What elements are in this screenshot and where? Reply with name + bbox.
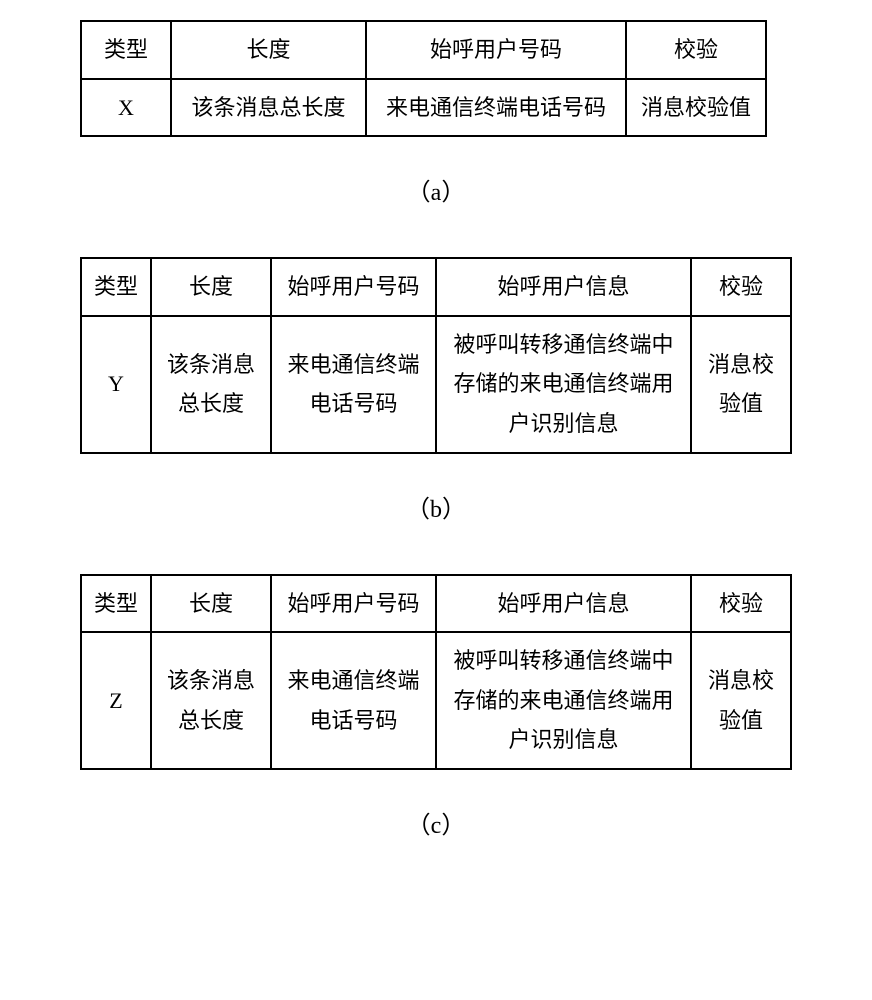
figure-b: 类型 长度 始呼用户号码 始呼用户信息 校验 Y 该条消息总长度 来电通信终端电… — [30, 257, 842, 523]
table-row: 类型 长度 始呼用户号码 始呼用户信息 校验 — [81, 575, 791, 633]
header-cell-caller-info: 始呼用户信息 — [436, 575, 691, 633]
message-format-table-c: 类型 长度 始呼用户号码 始呼用户信息 校验 Z 该条消息总长度 来电通信终端电… — [80, 574, 792, 770]
caption-c: （c） — [30, 805, 842, 840]
cell-length-value: 该条消息总长度 — [151, 632, 271, 769]
header-cell-length: 长度 — [151, 575, 271, 633]
header-cell-type: 类型 — [81, 575, 151, 633]
header-cell-checksum: 校验 — [626, 21, 766, 79]
header-cell-type: 类型 — [81, 21, 171, 79]
header-cell-caller-number: 始呼用户号码 — [271, 575, 436, 633]
figure-c: 类型 长度 始呼用户号码 始呼用户信息 校验 Z 该条消息总长度 来电通信终端电… — [30, 574, 842, 840]
cell-checksum-value: 消息校验值 — [691, 632, 791, 769]
table-row: X 该条消息总长度 来电通信终端电话号码 消息校验值 — [81, 79, 766, 137]
table-row: 类型 长度 始呼用户号码 校验 — [81, 21, 766, 79]
cell-caller-number-value: 来电通信终端电话号码 — [366, 79, 626, 137]
header-cell-checksum: 校验 — [691, 258, 791, 316]
cell-checksum-value: 消息校验值 — [691, 316, 791, 453]
cell-length-value: 该条消息总长度 — [171, 79, 366, 137]
cell-length-value: 该条消息总长度 — [151, 316, 271, 453]
cell-caller-number-value: 来电通信终端电话号码 — [271, 316, 436, 453]
cell-caller-info-value: 被呼叫转移通信终端中存储的来电通信终端用户识别信息 — [436, 316, 691, 453]
message-format-table-a: 类型 长度 始呼用户号码 校验 X 该条消息总长度 来电通信终端电话号码 消息校… — [80, 20, 767, 137]
cell-type-value: X — [81, 79, 171, 137]
cell-caller-info-value: 被呼叫转移通信终端中存储的来电通信终端用户识别信息 — [436, 632, 691, 769]
header-cell-checksum: 校验 — [691, 575, 791, 633]
header-cell-length: 长度 — [151, 258, 271, 316]
header-cell-type: 类型 — [81, 258, 151, 316]
header-cell-caller-number: 始呼用户号码 — [271, 258, 436, 316]
table-row: 类型 长度 始呼用户号码 始呼用户信息 校验 — [81, 258, 791, 316]
cell-checksum-value: 消息校验值 — [626, 79, 766, 137]
cell-type-value: Z — [81, 632, 151, 769]
message-format-table-b: 类型 长度 始呼用户号码 始呼用户信息 校验 Y 该条消息总长度 来电通信终端电… — [80, 257, 792, 453]
caption-b: （b） — [30, 489, 842, 524]
table-row: Y 该条消息总长度 来电通信终端电话号码 被呼叫转移通信终端中存储的来电通信终端… — [81, 316, 791, 453]
cell-caller-number-value: 来电通信终端电话号码 — [271, 632, 436, 769]
table-row: Z 该条消息总长度 来电通信终端电话号码 被呼叫转移通信终端中存储的来电通信终端… — [81, 632, 791, 769]
header-cell-caller-number: 始呼用户号码 — [366, 21, 626, 79]
figure-a: 类型 长度 始呼用户号码 校验 X 该条消息总长度 来电通信终端电话号码 消息校… — [30, 20, 842, 207]
header-cell-length: 长度 — [171, 21, 366, 79]
caption-a: （a） — [30, 172, 842, 207]
cell-type-value: Y — [81, 316, 151, 453]
header-cell-caller-info: 始呼用户信息 — [436, 258, 691, 316]
